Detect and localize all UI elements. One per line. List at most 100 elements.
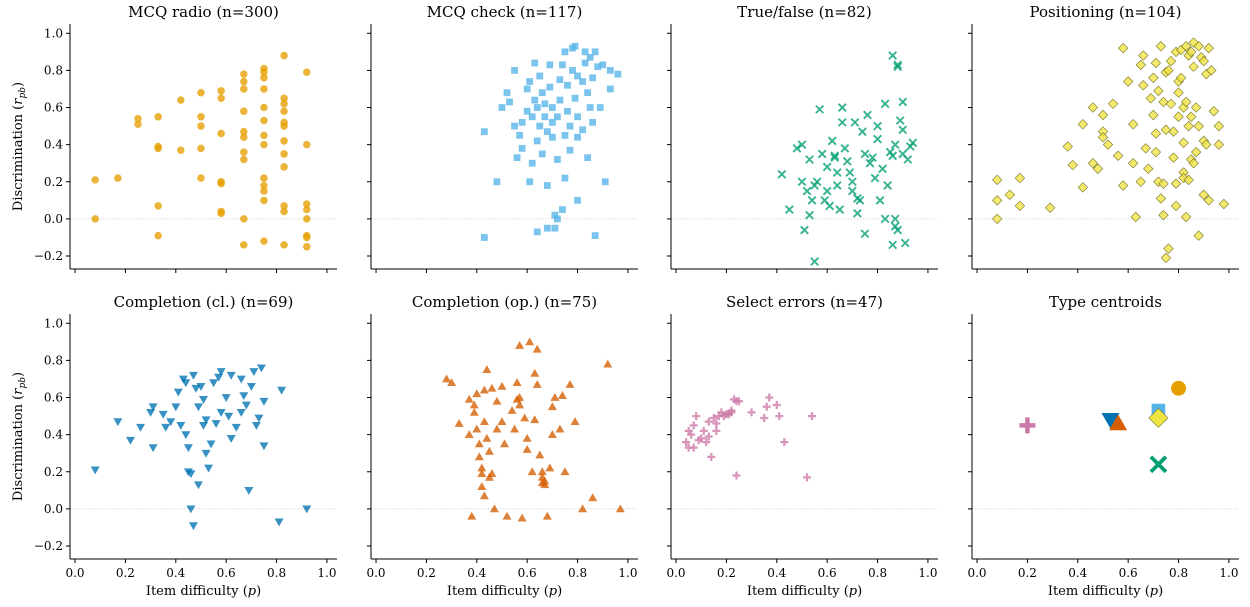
data-point: [1193, 41, 1204, 52]
data-point: [830, 151, 840, 161]
data-point: [1203, 195, 1215, 206]
data-point: [280, 150, 288, 158]
x-tick-label: 0.6: [1119, 566, 1138, 580]
data-point: [464, 430, 474, 439]
y-tick-label: 0.2: [44, 465, 63, 479]
data-point: [303, 242, 311, 251]
data-point: [574, 113, 581, 121]
data-point: [822, 186, 832, 196]
data-point: [249, 368, 259, 377]
data-point: [154, 231, 162, 240]
data-point: [888, 151, 898, 161]
data-point: [591, 232, 599, 239]
data-point: [280, 202, 288, 210]
data-point: [442, 374, 452, 383]
data-point: [561, 174, 569, 182]
data-point: [472, 389, 482, 398]
data-point: [883, 181, 893, 190]
data-point: [280, 51, 288, 60]
data-point: [852, 208, 862, 218]
data-point: [1087, 157, 1099, 169]
data-point: [148, 403, 158, 412]
data-point: [216, 408, 226, 417]
data-point: [890, 214, 900, 224]
x-tick-label: 0.4: [467, 566, 486, 580]
panel-6: Completion (op.) (n=75) 0.0 0.2 0.4 0.6 0.8 1.…: [366, 293, 638, 599]
data-point: [136, 423, 146, 432]
data-point: [236, 375, 246, 384]
data-point: [807, 195, 817, 205]
data-point: [527, 467, 537, 476]
data-point: [484, 446, 494, 455]
data-point: [1190, 102, 1202, 113]
data-point: [574, 133, 581, 141]
data-point: [260, 131, 268, 140]
data-point: [830, 153, 840, 163]
data-point: [579, 126, 586, 134]
data-point: [1148, 72, 1159, 84]
data-point: [520, 413, 530, 422]
panel-5: Completion (cl.) (n=69)−0.20.00.20.40.60…: [11, 293, 337, 599]
data-point: [1206, 65, 1217, 76]
data-point: [472, 424, 482, 433]
data-point: [259, 442, 269, 451]
data-point: [735, 397, 744, 406]
scatter-points: [480, 42, 622, 241]
data-point: [589, 118, 597, 126]
data-point: [277, 386, 287, 395]
data-point: [536, 122, 544, 130]
data-point: [1145, 92, 1157, 104]
data-point: [176, 421, 186, 430]
data-point: [762, 402, 771, 411]
data-point: [560, 467, 570, 476]
data-point: [840, 143, 850, 153]
data-point: [254, 414, 264, 423]
data-point: [802, 186, 812, 196]
data-point: [865, 158, 875, 168]
data-point: [166, 418, 176, 427]
data-point: [1062, 141, 1073, 152]
data-point: [842, 156, 852, 166]
data-point: [847, 186, 857, 196]
data-point: [240, 215, 248, 223]
x-tick-label: 0.8: [868, 566, 887, 580]
data-point: [553, 113, 561, 121]
scatter-points: [991, 37, 1230, 264]
data-point: [712, 426, 721, 435]
data-point: [775, 412, 784, 421]
data-point: [1117, 42, 1129, 54]
data-point: [469, 407, 479, 416]
data-point: [540, 476, 550, 485]
data-point: [217, 209, 225, 218]
scatter-points: [682, 393, 817, 482]
data-point: [274, 518, 284, 527]
data-point: [197, 113, 205, 121]
data-point: [260, 187, 268, 195]
data-point: [895, 116, 905, 125]
data-point: [240, 127, 248, 136]
data-point: [1213, 139, 1225, 150]
x-tick-label: 0.4: [767, 566, 786, 580]
data-point: [606, 85, 614, 93]
data-point: [1193, 120, 1204, 132]
data-point: [847, 177, 857, 187]
data-point: [538, 150, 546, 158]
panel-title: Type centroids: [1049, 293, 1162, 311]
data-point: [236, 408, 246, 417]
data-point: [1188, 157, 1199, 169]
data-point: [860, 149, 870, 159]
data-point: [177, 96, 185, 104]
data-point: [574, 196, 581, 204]
data-point: [161, 423, 171, 432]
data-point: [251, 421, 261, 430]
data-point: [888, 51, 898, 60]
data-point: [526, 78, 534, 85]
y-tick-label: 0.4: [44, 428, 63, 442]
data-point: [500, 439, 509, 448]
data-point: [1138, 50, 1149, 61]
data-point: [1122, 76, 1134, 87]
data-point: [1092, 163, 1104, 175]
data-point: [530, 368, 540, 377]
data-point: [546, 83, 554, 91]
data-point: [302, 505, 312, 514]
